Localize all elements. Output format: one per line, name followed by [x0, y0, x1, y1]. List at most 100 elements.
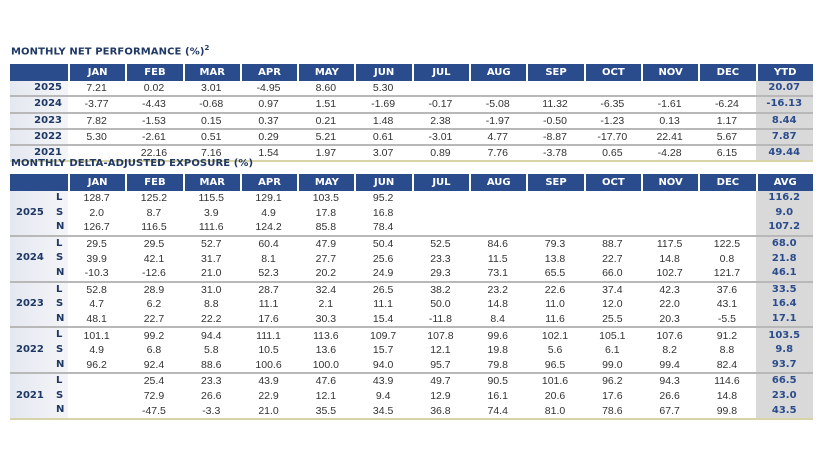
value-cell: 9.4 [375, 390, 391, 403]
value-cell: 14.8 [659, 252, 680, 265]
value-cell: 101.6 [526, 372, 584, 389]
value-cell: 8.1 [261, 252, 276, 265]
table-row: L 25.4 23.3 43.9 47.6 43.9 49.7 90.5 101.6 96.2 94… [10, 372, 813, 389]
column-header: DEC [698, 64, 756, 81]
value-cell: 47.9 [297, 234, 355, 252]
value-cell: 12.0 [602, 298, 623, 311]
avg-cell: 16.4 [755, 297, 813, 312]
column-header: APR [239, 174, 298, 191]
value-cell: 2.0 [89, 206, 104, 219]
value-cell: 21.0 [239, 403, 298, 420]
row-label: L [10, 326, 68, 343]
value-cell: 35.5 [297, 403, 355, 420]
value-cell: 103.5 [312, 192, 339, 205]
value-cell: 25.6 [372, 252, 394, 265]
exposure-type-label: S [56, 206, 64, 218]
value-cell: 2.1 [318, 298, 334, 311]
avg-cell: 46.1 [755, 265, 813, 281]
value-cell [68, 144, 126, 163]
value-cell: 3.01 [201, 82, 222, 95]
exposure-type-label: N [56, 404, 65, 416]
value-cell: 1.51 [297, 95, 355, 111]
value-cell: 31.0 [182, 280, 240, 298]
value-cell: 13.6 [315, 344, 337, 357]
value-cell: 6.8 [146, 344, 162, 357]
value-cell: 95.2 [372, 192, 394, 205]
value-cell: 20.3 [659, 313, 680, 326]
year-label: 2025 [10, 81, 68, 96]
value-cell: 88.7 [583, 234, 641, 252]
row-label: L [10, 280, 68, 298]
column-header: JAN [68, 174, 126, 191]
value-cell: 5.8 [203, 344, 219, 357]
year-label: 2024 [10, 95, 68, 112]
value-cell: 11.6 [545, 313, 565, 326]
ytd-cell: 7.87 [755, 127, 813, 145]
value-cell: -1.97 [469, 111, 527, 128]
value-cell: 78.6 [583, 403, 641, 420]
value-cell: -4.28 [640, 144, 699, 163]
value-cell: 126.7 [83, 221, 110, 234]
table-row: 2022 5.30 -2.61 0.51 0.29 5.21 0.61 -3.01 4.77 -8… [10, 127, 813, 145]
value-cell: 8.8 [203, 298, 219, 311]
value-cell: 11.32 [526, 95, 584, 111]
value-cell [584, 206, 641, 221]
value-cell: 42.3 [640, 280, 699, 298]
value-cell: 91.2 [698, 326, 756, 343]
value-cell: 47.6 [297, 372, 355, 389]
value-cell: 26.6 [201, 390, 222, 403]
value-cell: 0.37 [239, 111, 298, 128]
value-cell: 122.5 [698, 234, 756, 252]
value-cell: 4.7 [89, 298, 104, 311]
value-cell: 96.5 [544, 358, 566, 371]
value-cell: 52.7 [182, 234, 240, 252]
column-header: AUG [469, 64, 527, 81]
value-cell: 24.9 [372, 267, 394, 280]
year-label: 2022 [10, 127, 68, 145]
column-header: FEB [125, 64, 183, 81]
value-cell: 84.6 [469, 234, 527, 252]
value-cell: 14.8 [487, 298, 508, 311]
row-label: 2022 S [10, 342, 68, 358]
value-cell: 100.0 [312, 358, 339, 371]
value-cell: 13.8 [544, 252, 566, 265]
value-cell: 16.8 [372, 206, 394, 219]
value-cell [68, 389, 125, 404]
column-header: JUL [411, 64, 470, 81]
value-cell [698, 206, 755, 221]
value-cell: 20.6 [544, 390, 566, 403]
value-cell [469, 220, 526, 235]
year-label: 2021 [16, 389, 44, 401]
value-cell: 22.2 [201, 313, 222, 326]
row-label: L [10, 234, 68, 252]
value-cell: 8.8 [719, 344, 735, 357]
table-row: 2025 S 2.0 8.7 3.9 4.9 17.8 16.8 9.0 [10, 205, 813, 221]
value-cell: 5.30 [372, 82, 394, 95]
column-header: YTD [755, 64, 813, 81]
value-cell: 0.8 [719, 252, 735, 265]
value-cell: 11.1 [258, 298, 279, 311]
exposure-type-label: S [56, 343, 64, 355]
value-cell [68, 403, 126, 420]
value-cell: 102.7 [656, 267, 683, 280]
column-header: JUN [354, 64, 412, 81]
exposure-table: JAN FEB MAR APR MAY JUN JUL AUG SEP OCT NOV DEC AVG L… [10, 174, 813, 420]
table-row: L 29.5 29.5 52.7 60.4 47.9 50.4 52.5 84.6 79.3 88.… [10, 234, 813, 252]
value-cell: 78.4 [372, 221, 394, 234]
table-row: L 52.8 28.9 31.0 28.7 32.4 26.5 38.2 23.2 22.6 37.… [10, 280, 813, 298]
value-cell: 19.8 [487, 344, 508, 357]
value-cell: 124.2 [255, 221, 282, 234]
value-cell: 12.9 [430, 390, 451, 403]
value-cell: 99.0 [602, 358, 623, 371]
header-corner [10, 174, 68, 191]
value-cell: -3.78 [526, 144, 584, 163]
value-cell: 5.6 [547, 344, 563, 357]
value-cell: 3.07 [354, 144, 412, 163]
value-cell: 102.1 [526, 326, 584, 343]
year-label: 2025 [16, 206, 44, 218]
value-cell: 99.8 [698, 403, 756, 420]
value-cell [469, 206, 526, 221]
value-cell: 22.9 [258, 390, 279, 403]
table-row: 2021 S 72.9 26.6 22.9 12.1 9.4 12.9 16.1 20.6 17.6… [10, 388, 813, 404]
value-cell: 11.1 [373, 298, 393, 311]
